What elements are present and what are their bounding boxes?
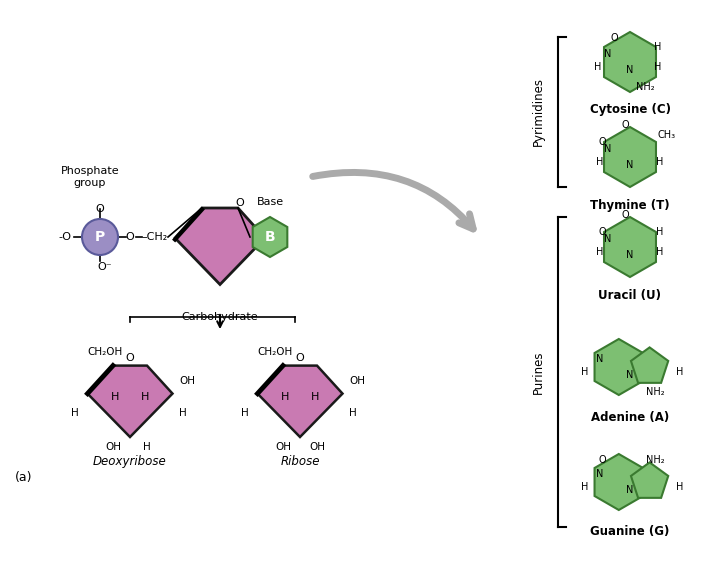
Text: –CH₂: –CH₂ bbox=[142, 232, 168, 242]
Text: H: H bbox=[656, 247, 663, 257]
Text: N: N bbox=[605, 234, 612, 244]
Text: H: H bbox=[111, 392, 119, 402]
Text: N: N bbox=[627, 250, 634, 260]
Text: Guanine (G): Guanine (G) bbox=[590, 526, 670, 538]
Text: O: O bbox=[125, 232, 135, 242]
Text: H: H bbox=[596, 247, 604, 257]
Text: N: N bbox=[596, 469, 604, 479]
Text: Purines: Purines bbox=[532, 350, 545, 394]
Polygon shape bbox=[631, 462, 668, 498]
Text: O: O bbox=[598, 137, 606, 147]
Polygon shape bbox=[595, 454, 643, 510]
Text: O: O bbox=[621, 210, 629, 220]
Text: H: H bbox=[596, 157, 604, 167]
Text: N: N bbox=[605, 49, 612, 59]
Text: P: P bbox=[95, 230, 105, 244]
Text: CH₂OH: CH₂OH bbox=[257, 347, 292, 357]
Text: Phosphate
group: Phosphate group bbox=[61, 166, 120, 188]
Text: H: H bbox=[581, 482, 588, 492]
Text: H: H bbox=[654, 62, 662, 72]
Text: Adenine (A): Adenine (A) bbox=[591, 410, 669, 424]
Text: CH₂OH: CH₂OH bbox=[87, 347, 122, 357]
Text: H: H bbox=[143, 443, 151, 452]
Text: Base: Base bbox=[256, 197, 284, 207]
Text: H: H bbox=[676, 367, 684, 377]
Polygon shape bbox=[604, 217, 656, 277]
Text: H: H bbox=[241, 407, 249, 418]
Text: O: O bbox=[610, 33, 618, 43]
Text: Thymine (T): Thymine (T) bbox=[590, 198, 670, 212]
Text: O: O bbox=[125, 353, 135, 362]
Text: O: O bbox=[296, 353, 304, 362]
Polygon shape bbox=[604, 127, 656, 187]
Text: OH: OH bbox=[309, 443, 325, 452]
Text: H: H bbox=[654, 42, 662, 52]
Text: H: H bbox=[656, 227, 663, 237]
Text: H: H bbox=[311, 392, 319, 402]
Text: H: H bbox=[281, 392, 289, 402]
Text: N: N bbox=[605, 144, 612, 154]
Text: Uracil (U): Uracil (U) bbox=[598, 288, 661, 302]
Text: CH₃: CH₃ bbox=[658, 130, 676, 140]
Text: H: H bbox=[581, 367, 588, 377]
Text: O: O bbox=[236, 198, 244, 208]
Text: O: O bbox=[598, 455, 606, 465]
Text: O⁻: O⁻ bbox=[98, 262, 113, 272]
Text: H: H bbox=[349, 407, 357, 418]
Text: H: H bbox=[179, 407, 187, 418]
Text: Ribose: Ribose bbox=[280, 455, 320, 468]
Text: N: N bbox=[627, 485, 634, 495]
Text: H: H bbox=[676, 482, 684, 492]
Text: (a): (a) bbox=[15, 470, 33, 484]
Text: OH: OH bbox=[349, 376, 365, 386]
Text: H: H bbox=[594, 62, 602, 72]
Text: NH₂: NH₂ bbox=[646, 387, 664, 397]
Polygon shape bbox=[604, 32, 656, 92]
Polygon shape bbox=[258, 366, 343, 437]
Text: H: H bbox=[141, 392, 149, 402]
Text: Deoxyribose: Deoxyribose bbox=[93, 455, 167, 468]
Text: Pyrimidines: Pyrimidines bbox=[532, 77, 545, 147]
Text: N: N bbox=[627, 370, 634, 380]
Text: O: O bbox=[96, 204, 104, 214]
Text: Carbohydrate: Carbohydrate bbox=[182, 312, 258, 322]
Text: O: O bbox=[598, 227, 606, 237]
Text: NH₂: NH₂ bbox=[636, 82, 654, 92]
Circle shape bbox=[82, 219, 118, 255]
Text: OH: OH bbox=[179, 376, 195, 386]
Text: H: H bbox=[71, 407, 79, 418]
Text: N: N bbox=[596, 354, 604, 364]
Text: OH: OH bbox=[105, 443, 121, 452]
Text: -O: -O bbox=[59, 232, 72, 242]
Polygon shape bbox=[631, 347, 668, 383]
Text: Cytosine (C): Cytosine (C) bbox=[590, 103, 670, 117]
Text: H: H bbox=[656, 157, 663, 167]
Text: N: N bbox=[627, 160, 634, 170]
Text: NH₂: NH₂ bbox=[646, 455, 664, 465]
Text: B: B bbox=[265, 230, 275, 244]
Text: O: O bbox=[621, 120, 629, 130]
Text: N: N bbox=[627, 65, 634, 75]
Polygon shape bbox=[595, 339, 643, 395]
Polygon shape bbox=[88, 366, 173, 437]
Polygon shape bbox=[175, 208, 265, 284]
Text: OH: OH bbox=[275, 443, 291, 452]
